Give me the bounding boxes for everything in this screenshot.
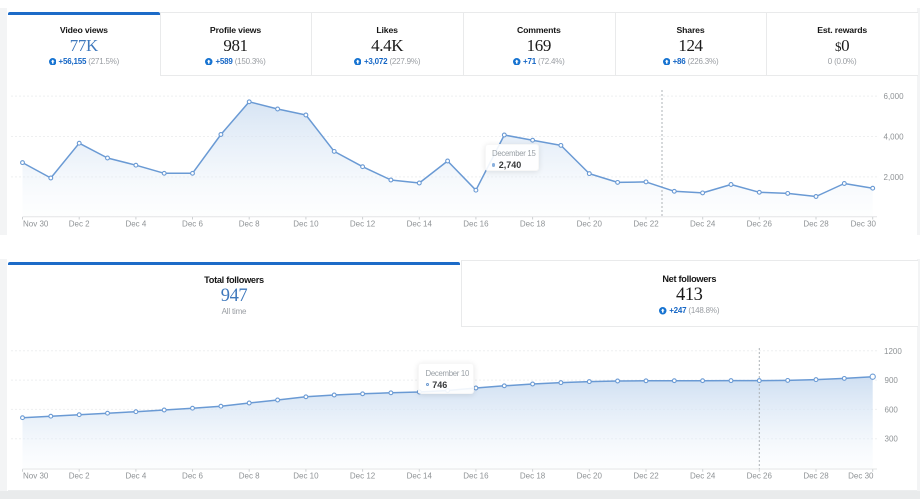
- svg-text:Dec 6: Dec 6: [182, 219, 203, 228]
- svg-text:Dec 24: Dec 24: [690, 219, 716, 228]
- svg-text:300: 300: [885, 435, 899, 444]
- svg-text:6,000: 6,000: [884, 92, 905, 101]
- svg-text:1200: 1200: [884, 347, 902, 356]
- svg-text:Dec 24: Dec 24: [690, 472, 716, 481]
- svg-text:Dec 14: Dec 14: [407, 472, 433, 481]
- svg-text:600: 600: [885, 405, 899, 414]
- svg-text:Dec 12: Dec 12: [350, 219, 376, 228]
- svg-text:Nov 30: Nov 30: [23, 219, 49, 228]
- svg-text:Dec 10: Dec 10: [293, 472, 319, 481]
- svg-text:2,000: 2,000: [884, 173, 905, 182]
- svg-text:Dec 16: Dec 16: [463, 472, 489, 481]
- svg-text:Dec 30: Dec 30: [851, 219, 877, 228]
- svg-text:Nov 30: Nov 30: [23, 472, 49, 481]
- svg-text:Dec 8: Dec 8: [239, 219, 260, 228]
- svg-text:Dec 28: Dec 28: [803, 219, 829, 228]
- svg-text:Dec 2: Dec 2: [69, 219, 90, 228]
- svg-text:Dec 20: Dec 20: [577, 472, 603, 481]
- svg-text:Dec 22: Dec 22: [633, 472, 659, 481]
- svg-text:Dec 30: Dec 30: [848, 472, 874, 481]
- svg-text:Dec 28: Dec 28: [803, 472, 829, 481]
- svg-text:Dec 6: Dec 6: [182, 472, 203, 481]
- svg-text:Dec 16: Dec 16: [463, 219, 489, 228]
- svg-text:Dec 18: Dec 18: [520, 219, 546, 228]
- svg-text:Dec 8: Dec 8: [239, 472, 260, 481]
- svg-text:Dec 4: Dec 4: [125, 472, 146, 481]
- svg-text:Dec 2: Dec 2: [69, 472, 90, 481]
- svg-text:Dec 22: Dec 22: [633, 219, 659, 228]
- svg-text:900: 900: [885, 376, 899, 385]
- svg-text:Dec 12: Dec 12: [350, 472, 376, 481]
- svg-text:Dec 18: Dec 18: [520, 472, 546, 481]
- svg-text:Dec 4: Dec 4: [125, 219, 146, 228]
- svg-text:Dec 14: Dec 14: [407, 219, 433, 228]
- svg-text:Dec 20: Dec 20: [577, 219, 603, 228]
- svg-text:Dec 10: Dec 10: [293, 219, 319, 228]
- svg-text:4,000: 4,000: [884, 133, 905, 142]
- svg-text:Dec 26: Dec 26: [747, 219, 773, 228]
- svg-text:Dec 26: Dec 26: [747, 472, 773, 481]
